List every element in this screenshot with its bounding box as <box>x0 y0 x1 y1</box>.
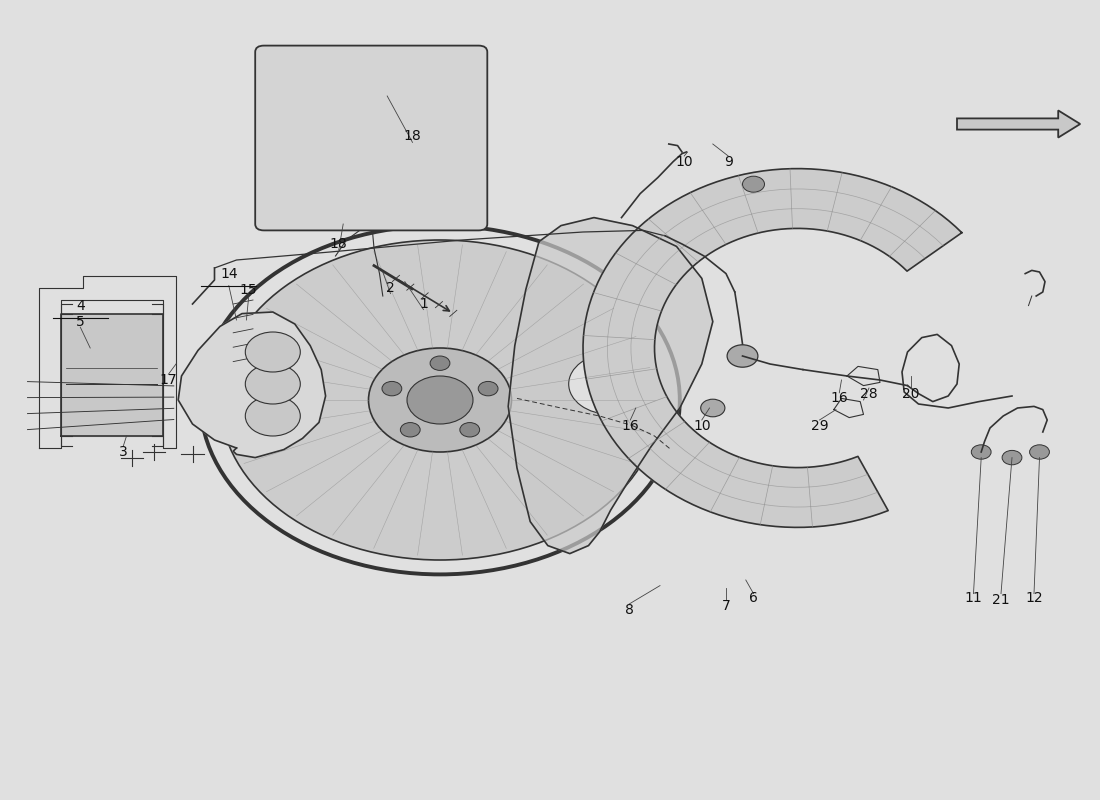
Text: 3: 3 <box>119 445 128 459</box>
Text: 6: 6 <box>749 591 758 606</box>
Circle shape <box>368 348 512 452</box>
Text: 12: 12 <box>1025 591 1043 606</box>
Circle shape <box>382 382 402 396</box>
Text: 9: 9 <box>724 154 733 169</box>
Circle shape <box>1002 450 1022 465</box>
Text: 17: 17 <box>160 373 177 387</box>
Circle shape <box>368 134 397 154</box>
Text: 18: 18 <box>330 237 348 251</box>
Polygon shape <box>957 110 1080 138</box>
Circle shape <box>407 376 473 424</box>
Text: 16: 16 <box>621 418 639 433</box>
Circle shape <box>245 396 300 436</box>
Circle shape <box>230 338 256 358</box>
Circle shape <box>220 240 660 560</box>
Polygon shape <box>508 218 713 554</box>
Circle shape <box>345 75 407 120</box>
Polygon shape <box>178 312 326 458</box>
Circle shape <box>400 422 420 437</box>
Text: 18: 18 <box>404 129 421 143</box>
Text: 5: 5 <box>76 314 85 329</box>
Text: 10: 10 <box>675 154 693 169</box>
Text: 4: 4 <box>76 298 85 313</box>
Circle shape <box>354 123 411 165</box>
Circle shape <box>245 332 300 372</box>
Circle shape <box>1030 445 1049 459</box>
Text: 10: 10 <box>693 418 711 433</box>
Circle shape <box>308 70 348 98</box>
Circle shape <box>360 86 393 110</box>
Circle shape <box>318 115 353 141</box>
Circle shape <box>478 382 498 396</box>
Text: 2: 2 <box>386 281 395 295</box>
Circle shape <box>430 356 450 370</box>
Text: 11: 11 <box>965 591 982 606</box>
Text: 14: 14 <box>220 266 238 281</box>
Circle shape <box>245 364 300 404</box>
Text: 8: 8 <box>625 602 634 617</box>
Text: 16: 16 <box>830 391 848 406</box>
Circle shape <box>569 354 652 414</box>
Text: 29: 29 <box>811 418 828 433</box>
Text: 15: 15 <box>240 282 257 297</box>
Text: 20: 20 <box>902 386 920 401</box>
Circle shape <box>292 58 364 110</box>
Circle shape <box>701 399 725 417</box>
Circle shape <box>460 422 480 437</box>
FancyBboxPatch shape <box>255 46 487 230</box>
Polygon shape <box>60 314 163 436</box>
Circle shape <box>971 445 991 459</box>
Circle shape <box>727 345 758 367</box>
Circle shape <box>742 176 764 192</box>
Text: 1: 1 <box>419 297 428 311</box>
Text: 21: 21 <box>992 593 1010 607</box>
Text: 7: 7 <box>722 599 730 614</box>
Circle shape <box>302 104 368 152</box>
Polygon shape <box>583 169 961 527</box>
Text: 28: 28 <box>860 386 878 401</box>
